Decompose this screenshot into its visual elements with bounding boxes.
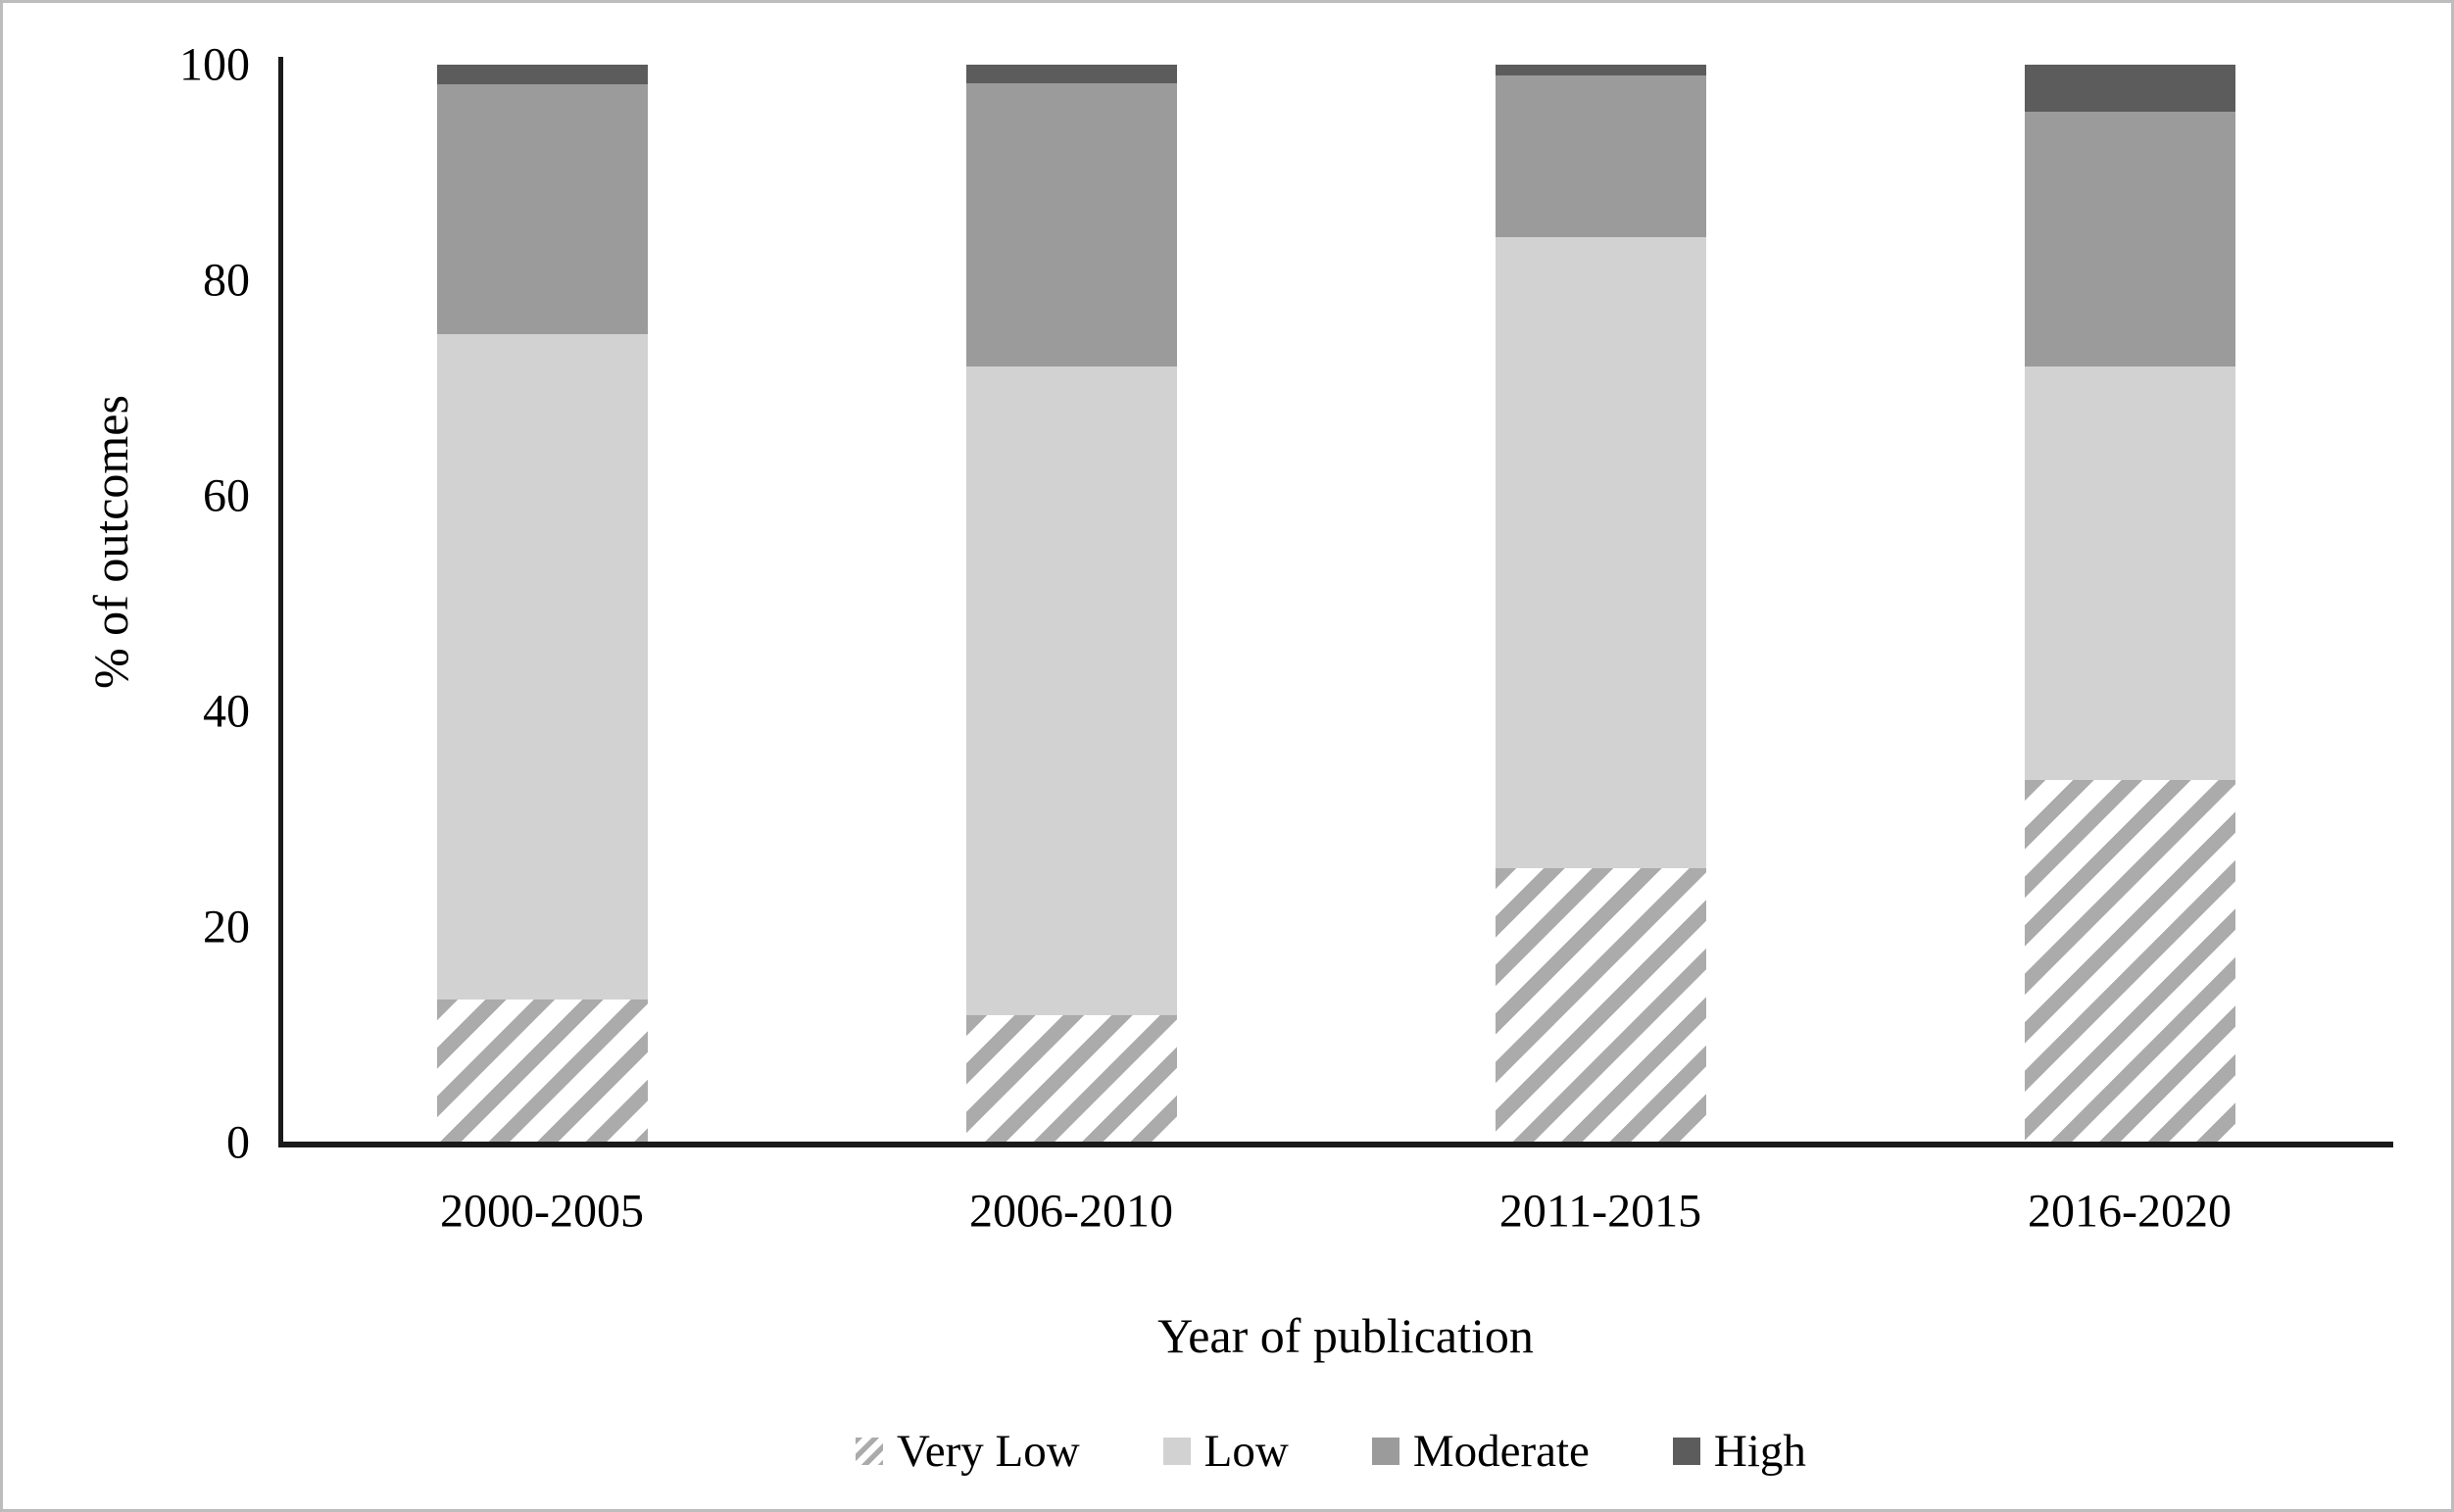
legend-swatch-high [1672,1438,1700,1465]
y-tick-label-20: 20 [203,901,250,953]
bar-segment-high [1495,65,1706,75]
y-tick-label-60: 60 [203,469,250,522]
x-axis-title: Year of publication [1157,1308,1534,1363]
bar-2011-2015 [1495,65,1706,1143]
y-axis-line [278,57,283,1147]
bar-segment-moderate [965,82,1177,366]
legend-item-very-low: Very Low [856,1425,1080,1478]
bar-segment-low [1495,237,1706,868]
bar-2016-2020 [2024,65,2235,1143]
bar-segment-high [2024,65,2235,113]
y-axis-title: % of outcomes [83,395,138,689]
x-tick-label-2011-2015: 2011-2015 [1498,1185,1702,1238]
legend-swatch-low [1162,1438,1191,1465]
legend-item-high: High [1672,1425,1806,1478]
y-tick-label-0: 0 [226,1116,250,1169]
bar-segment-moderate [1495,75,1706,237]
bar-segment-low [2024,366,2235,781]
bar-segment-high [436,65,648,84]
legend-label-very-low: Very Low [897,1426,1080,1477]
bar-segment-very-low [965,1015,1177,1143]
x-tick-label-2006-2010: 2006-2010 [969,1185,1173,1238]
bar-segment-very-low [436,999,648,1143]
y-tick-label-100: 100 [179,38,250,91]
bar-segment-very-low [1495,867,1706,1143]
x-tick-label-2016-2020: 2016-2020 [2028,1185,2232,1238]
legend-item-low: Low [1162,1425,1289,1478]
y-tick-label-80: 80 [203,254,250,307]
legend-item-moderate: Moderate [1371,1425,1590,1478]
bar-segment-moderate [2024,112,2235,366]
bar-2006-2010 [965,65,1177,1143]
legend-swatch-moderate [1371,1438,1399,1465]
bar-segment-low [965,366,1177,1016]
legend-label-high: High [1713,1426,1806,1477]
bar-2000-2005 [436,65,648,1143]
legend-label-moderate: Moderate [1412,1426,1590,1477]
bar-segment-high [965,65,1177,83]
legend-swatch-very-low [856,1438,883,1465]
x-tick-label-2000-2005: 2000-2005 [440,1185,644,1238]
legend-label-low: Low [1203,1426,1289,1477]
bar-segment-very-low [2024,780,2235,1143]
bar-segment-moderate [436,83,648,334]
legend: Very Low Low Moderate High [856,1422,1806,1481]
y-tick-label-40: 40 [203,685,250,738]
x-axis-line [278,1142,2393,1147]
bar-segment-low [436,333,648,1000]
